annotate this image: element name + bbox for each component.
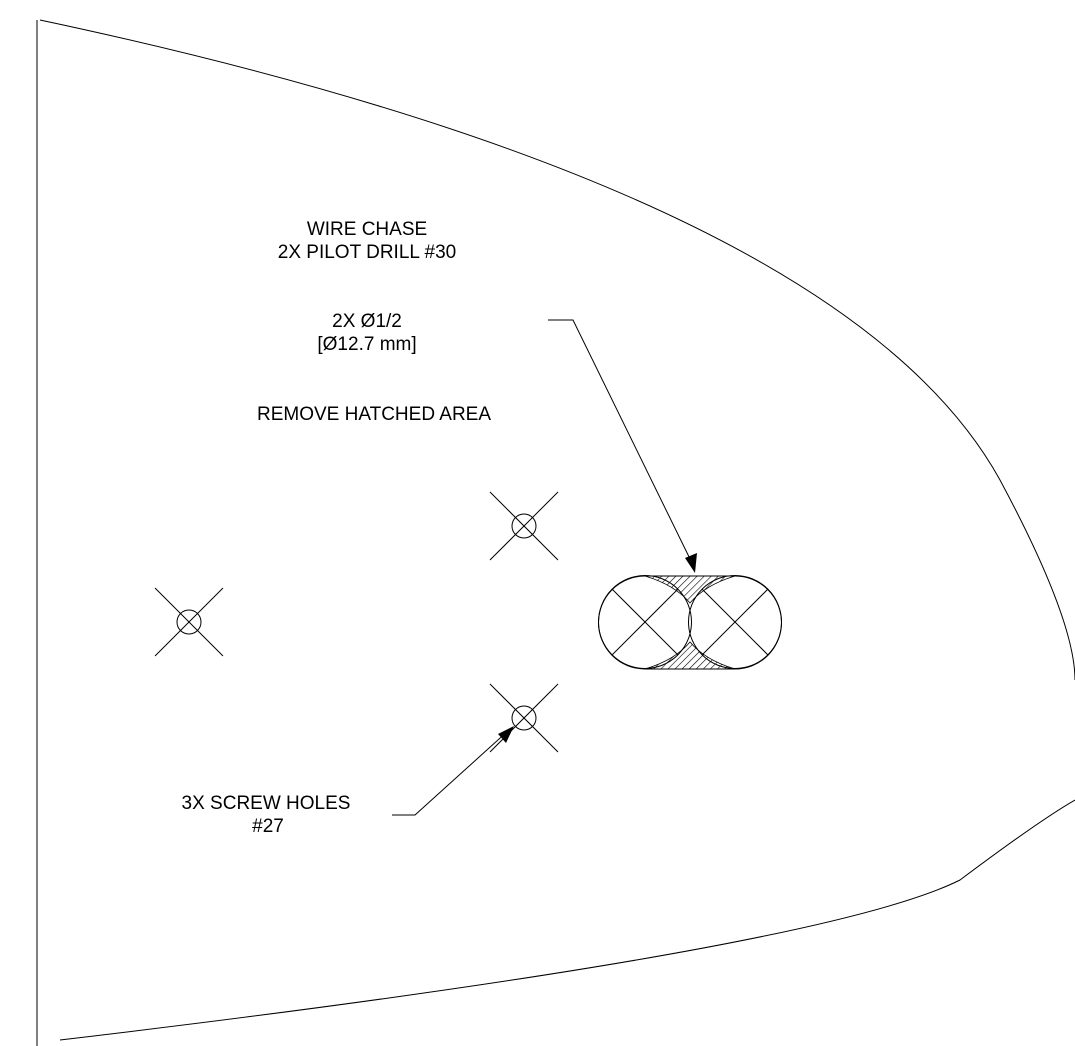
screw-hole-bottom <box>489 683 559 753</box>
part-outline-curve <box>39 19 1075 681</box>
part-outline <box>36 20 1075 1046</box>
screw-holes-title: 3X SCREW HOLES <box>181 793 351 814</box>
screw-hole-left <box>154 587 224 657</box>
wire-chase-leader <box>548 319 697 573</box>
screw-holes-size: #27 <box>252 816 284 837</box>
wire-chase-title: WIRE CHASE <box>306 219 428 240</box>
diameter-note: 2X Ø1/2 <box>332 311 402 332</box>
hatch-top <box>644 575 736 604</box>
wire-chase-slot <box>598 575 782 670</box>
screw-hole-top <box>489 491 559 561</box>
remove-hatched-note: REMOVE HATCHED AREA <box>256 404 492 425</box>
pilot-drill-note: 2X PILOT DRILL #30 <box>277 242 457 263</box>
diameter-metric-note: [Ø12.7 mm] <box>317 334 417 355</box>
hatch-bottom <box>644 641 736 670</box>
screw-holes-leader <box>392 726 514 816</box>
